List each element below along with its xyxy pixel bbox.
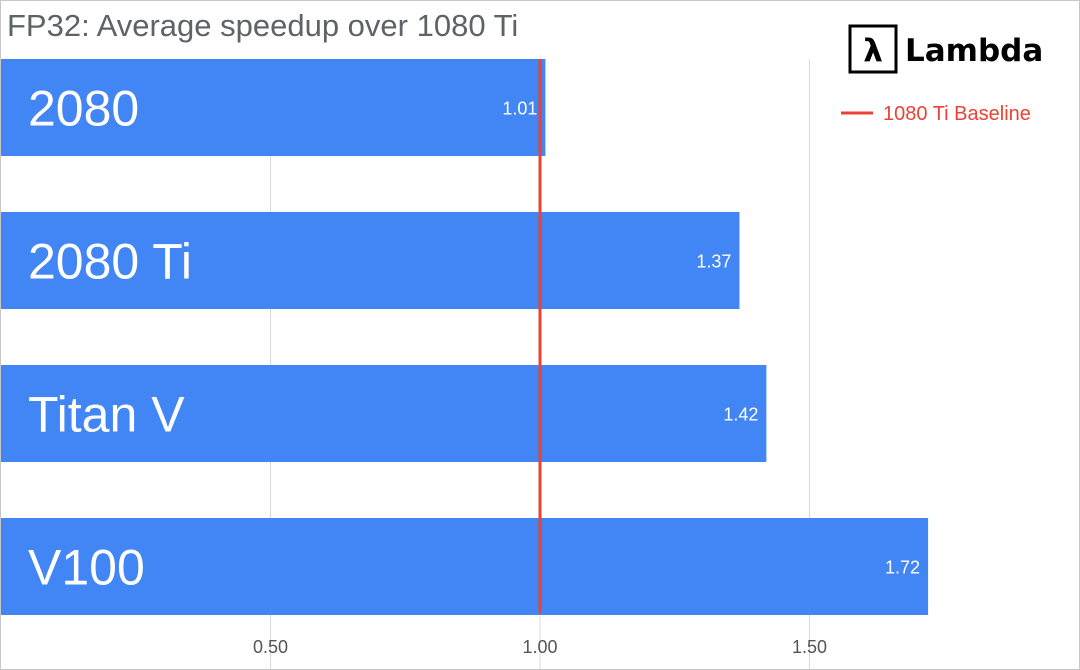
- category-label: 2080: [28, 81, 139, 137]
- value-label: 1.37: [696, 252, 731, 272]
- lambda-wordmark: Lambda: [905, 33, 1043, 69]
- bar: [1, 212, 740, 309]
- lambda-logo: λ Lambda: [848, 24, 1043, 74]
- ticks-layer: 0.50 1.00 1.50: [253, 637, 827, 657]
- value-label: 1.42: [723, 405, 758, 425]
- legend-baseline-label: 1080 Ti Baseline: [883, 103, 1031, 125]
- x-tick-label: 1.00: [522, 637, 557, 657]
- bars-layer: 2080 1.01 2080 Ti 1.37 Titan V 1.42 V100 1.72: [1, 59, 929, 615]
- value-label: 1.72: [885, 558, 920, 578]
- lambda-glyph: λ: [863, 33, 883, 69]
- category-label: Titan V: [28, 387, 185, 443]
- x-tick-label: 1.50: [792, 637, 827, 657]
- x-tick-label: 0.50: [253, 637, 288, 657]
- value-label: 1.01: [502, 99, 537, 119]
- bar: [1, 365, 767, 462]
- lambda-icon: [848, 24, 898, 74]
- category-label: V100: [28, 540, 145, 596]
- bar: [1, 59, 546, 156]
- legend: 1080 Ti Baseline: [841, 103, 1031, 125]
- chart-title: FP32: Average speedup over 1080 Ti: [7, 8, 518, 43]
- bar: [1, 518, 929, 615]
- category-label: 2080 Ti: [28, 234, 192, 290]
